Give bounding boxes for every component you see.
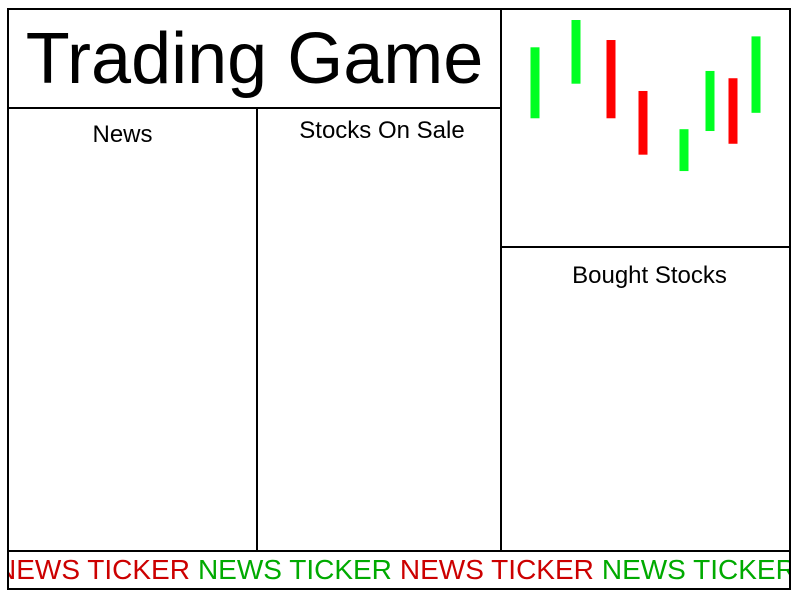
page-title: Trading Game [25,19,484,99]
divider-ticker [9,550,789,552]
candle-down [638,90,648,155]
ticker-item: NEWS TICKER [399,554,594,585]
news-ticker: NEWS TICKER NEWS TICKER NEWS TICKER NEWS TI… [9,552,789,588]
game-frame [7,8,791,590]
candle-up [571,20,581,84]
candle-up [679,129,689,172]
ticker-item: NEWS TICKER [9,554,190,585]
divider-right-column [500,10,502,552]
candle-up [705,70,715,132]
candle-up [751,36,761,113]
ticker-item: NEWS TICKER [601,554,789,585]
candle-up [530,47,540,119]
stocks-on-sale-label: Stocks On Sale [299,117,465,144]
divider-news-stocks [256,109,258,552]
price-chart [530,20,761,172]
divider-title [9,107,501,109]
ticker-item: NEWS TICKER [197,554,392,585]
news-ticker-track: NEWS TICKER NEWS TICKER NEWS TICKER NEWS TI… [9,555,789,585]
bought-stocks-label: Bought Stocks [572,262,727,289]
news-label: News [92,121,153,148]
candle-down [728,78,738,144]
divider-chart [501,246,789,248]
candle-down [606,40,616,119]
